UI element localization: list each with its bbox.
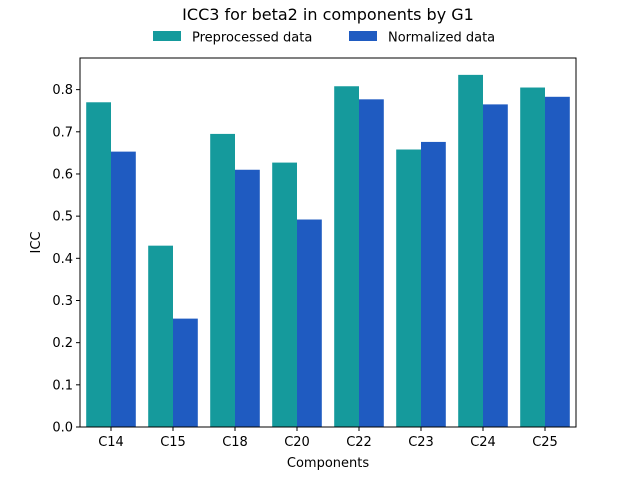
y-tick-label: 0.0: [52, 421, 73, 436]
y-axis-title: ICC: [29, 232, 44, 254]
y-axis: 0.0 0.1 0.2 0.3 0.4 0.5 0.6 0.7 0.8: [52, 83, 80, 436]
bar-c20-series-1: [272, 162, 297, 427]
legend-swatch-1: [153, 31, 181, 41]
plot-frame: [79, 57, 577, 428]
bar-c22-series-2: [359, 99, 384, 427]
y-tick-label: 0.8: [52, 83, 73, 98]
chart-title: ICC3 for beta2 in components by G1: [182, 5, 474, 24]
bar-c14-series-1: [86, 102, 111, 427]
y-tick-label: 0.7: [52, 125, 73, 140]
bar-c20-series-2: [297, 219, 322, 427]
x-axis: C14 C15 C18 C20 C22 C23 C24 C25: [98, 427, 558, 450]
y-tick-label: 0.4: [52, 252, 73, 267]
legend-swatch-2: [349, 31, 377, 41]
y-tick-label: 0.2: [52, 336, 73, 351]
x-tick-label: C25: [532, 435, 558, 450]
bar-c18-series-2: [235, 169, 260, 428]
bar-c23-series-1: [396, 149, 421, 427]
x-tick-label: C23: [408, 435, 434, 450]
legend-label-2: Normalized data: [388, 31, 495, 46]
x-tick-label: C20: [284, 435, 310, 450]
y-tick-label: 0.3: [52, 294, 73, 309]
bars-group: [86, 74, 570, 428]
bar-c14-series-2: [111, 151, 136, 427]
x-tick-label: C14: [98, 435, 124, 450]
x-tick-label: C22: [346, 435, 372, 450]
bar-c25-series-1: [520, 87, 545, 428]
y-tick-label: 0.6: [52, 167, 73, 182]
bar-c23-series-2: [421, 141, 446, 427]
bar-c24-series-1: [458, 74, 483, 428]
x-axis-title: Components: [287, 456, 369, 471]
x-tick-label: C18: [222, 435, 248, 450]
x-tick-label: C15: [160, 435, 186, 450]
bar-c15-series-1: [148, 245, 173, 427]
legend: Preprocessed data Normalized data: [153, 31, 495, 46]
y-tick-label: 0.1: [52, 378, 73, 393]
x-tick-label: C24: [470, 435, 496, 450]
bar-c24-series-2: [483, 104, 508, 427]
bar-c25-series-2: [545, 96, 570, 427]
bar-c15-series-2: [173, 318, 198, 427]
legend-label-1: Preprocessed data: [192, 31, 312, 46]
y-tick-label: 0.5: [52, 210, 73, 225]
bar-c22-series-1: [334, 86, 359, 428]
bar-c18-series-1: [210, 133, 235, 427]
